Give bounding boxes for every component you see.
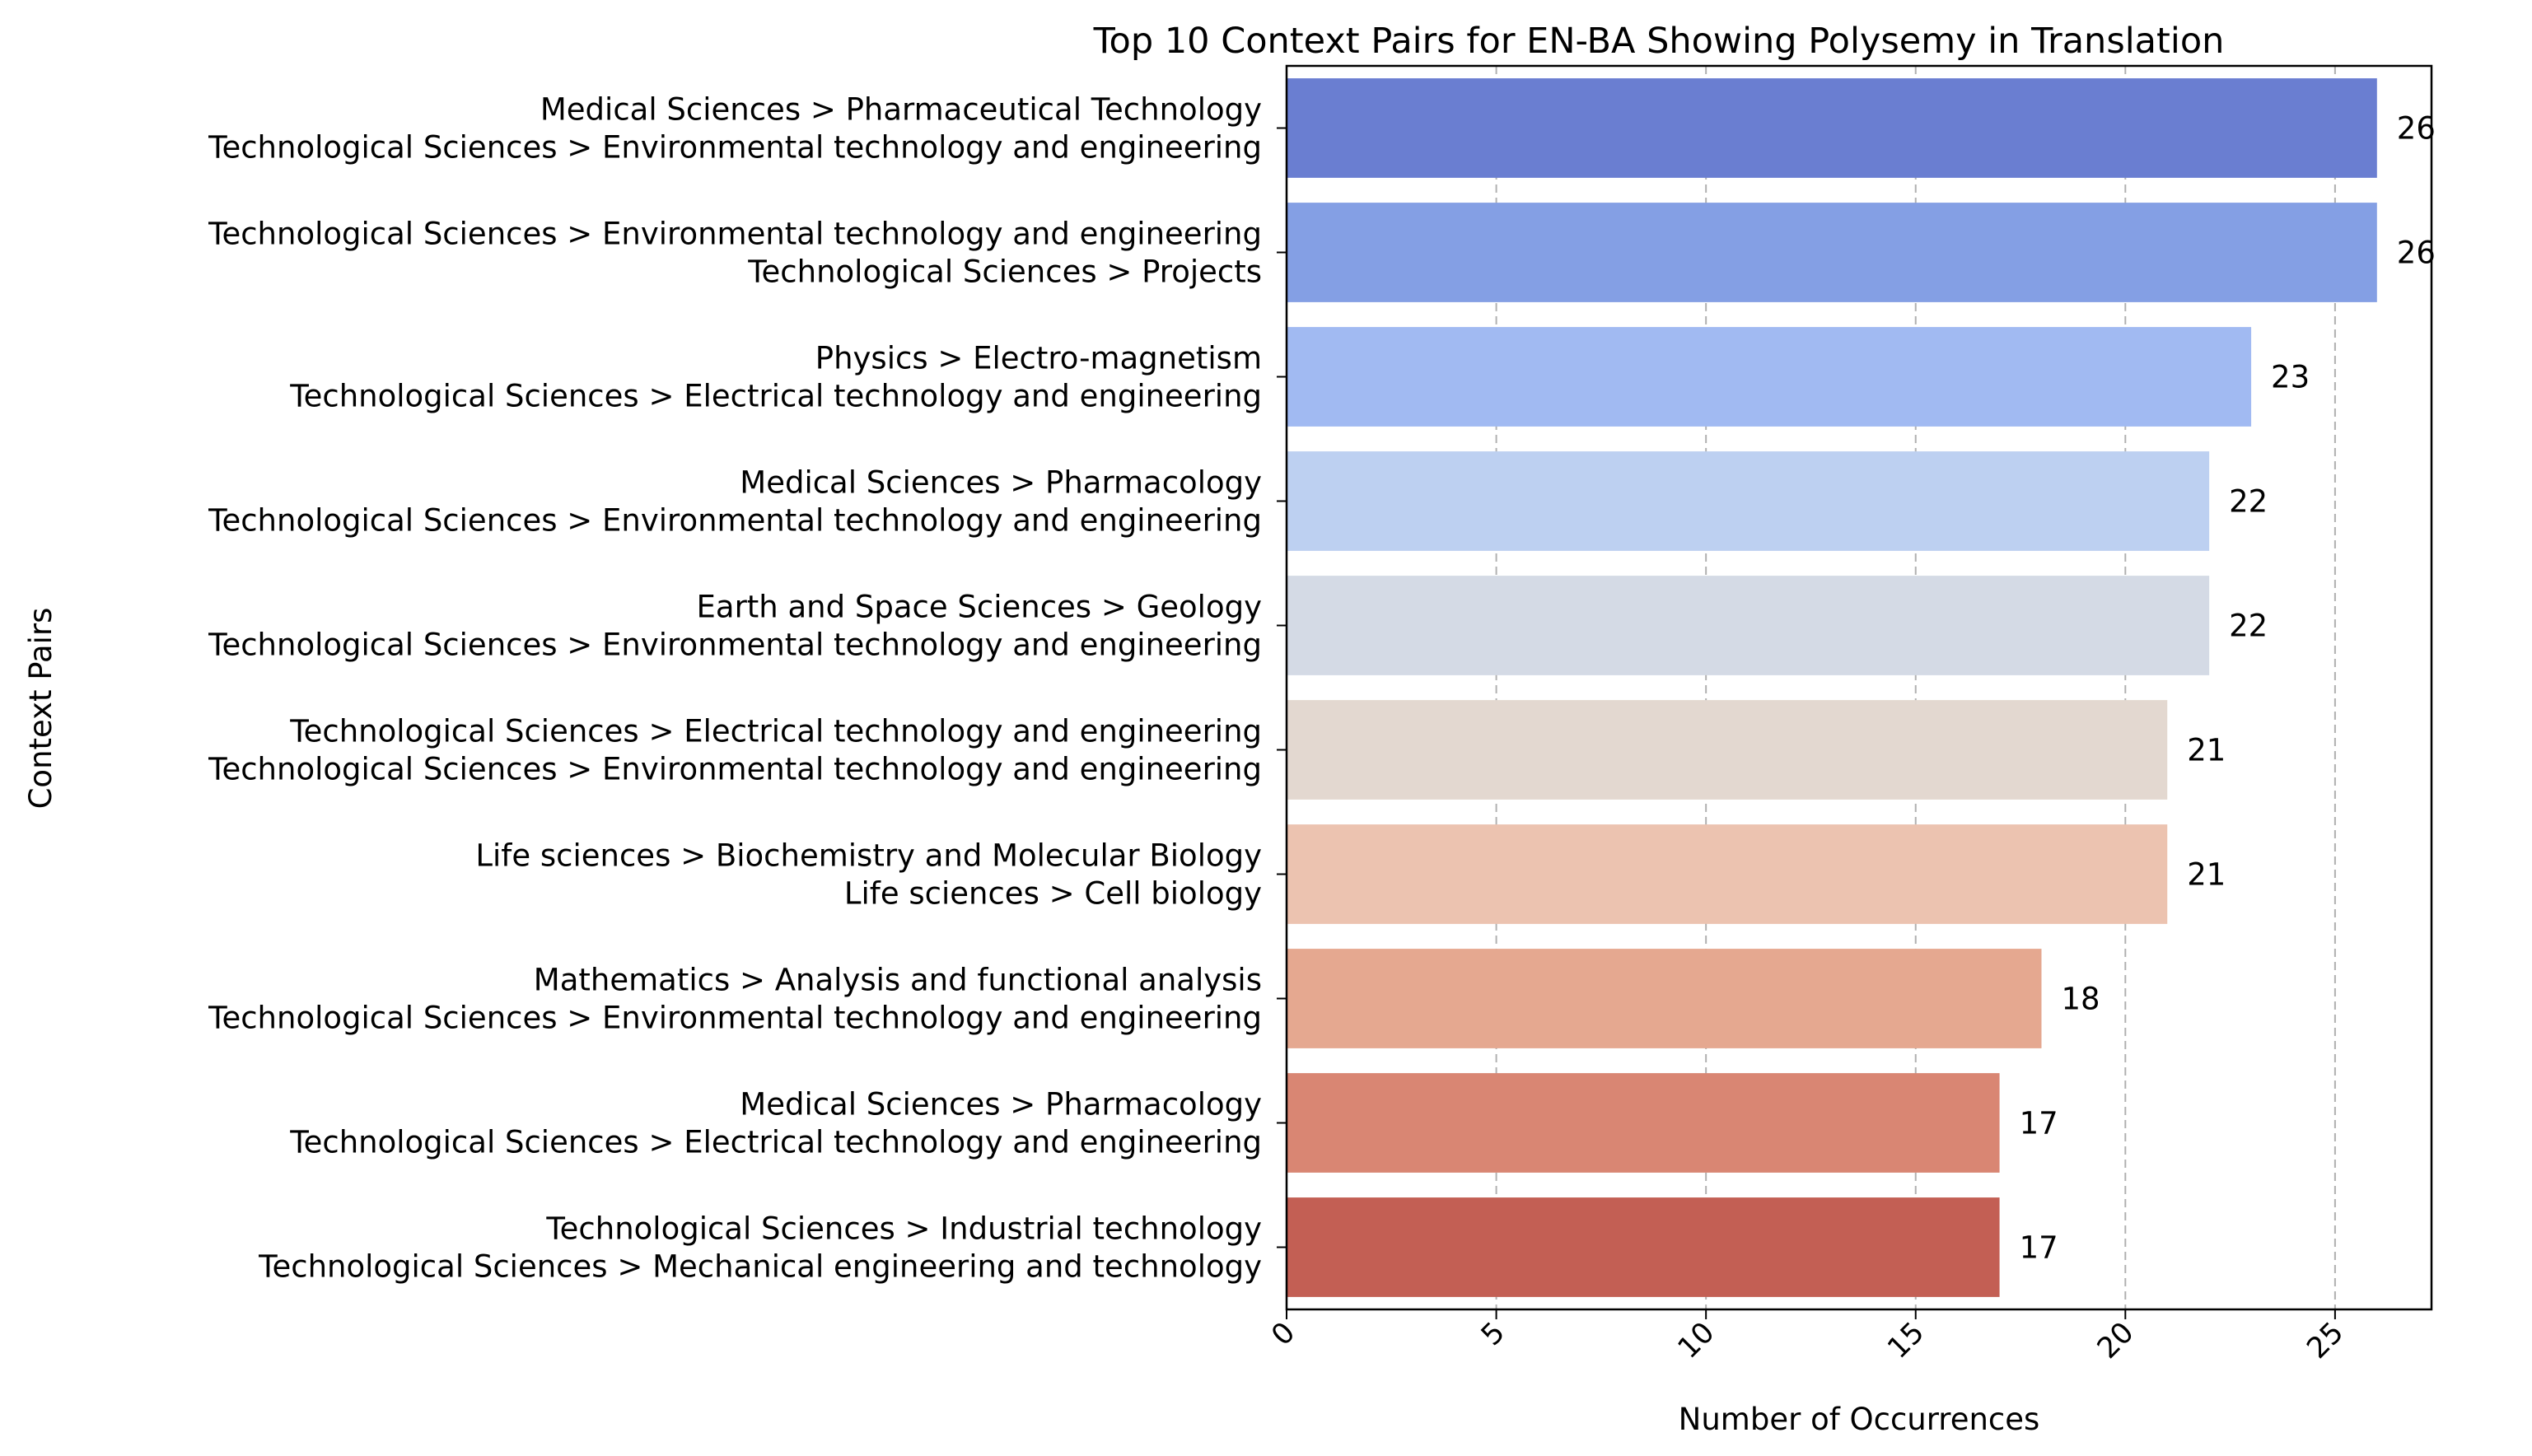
bar (1287, 1073, 2000, 1173)
y-tick-label: Medical Sciences > Pharmacology (740, 1087, 1262, 1122)
y-tick-label: Technological Sciences > Electrical tech… (289, 1125, 1262, 1160)
x-tick-label: 20 (2091, 1316, 2141, 1365)
x-tick-label: 15 (1881, 1316, 1931, 1365)
bar (1287, 949, 2042, 1048)
bar (1287, 824, 2168, 924)
bars (1287, 78, 2377, 1297)
y-tick-label: Technological Sciences > Electrical tech… (289, 379, 1262, 414)
y-tick-label: Technological Sciences > Projects (747, 254, 1262, 290)
y-tick-label: Technological Sciences > Electrical tech… (289, 714, 1262, 749)
value-label: 18 (2061, 982, 2100, 1017)
bar (1287, 78, 2377, 178)
y-tick-label: Technological Sciences > Environmental t… (208, 130, 1262, 166)
bar (1287, 576, 2210, 675)
x-axis-label: Number of Occurrences (1679, 1402, 2040, 1437)
y-tick-label: Life sciences > Biochemistry and Molecul… (475, 838, 1262, 874)
value-label: 26 (2397, 111, 2436, 147)
y-axis-label: Context Pairs (23, 608, 58, 810)
y-tick-label: Technological Sciences > Environmental t… (208, 503, 1262, 539)
y-tick-label: Technological Sciences > Environmental t… (208, 217, 1262, 252)
value-label: 23 (2271, 360, 2310, 395)
y-tick-label: Life sciences > Cell biology (844, 876, 1262, 912)
x-tick-label: 25 (2301, 1316, 2350, 1365)
value-label: 22 (2229, 609, 2268, 644)
value-label: 17 (2020, 1106, 2058, 1141)
y-tick-label: Technological Sciences > Environmental t… (208, 752, 1262, 787)
y-tick-label: Technological Sciences > Industrial tech… (545, 1211, 1262, 1247)
y-tick-label: Earth and Space Sciences > Geology (697, 590, 1262, 625)
x-tick-label: 5 (1475, 1316, 1511, 1352)
value-label: 21 (2187, 857, 2226, 893)
y-tick-label: Technological Sciences > Mechanical engi… (258, 1249, 1262, 1285)
x-tick-label: 10 (1672, 1316, 1721, 1365)
bar (1287, 327, 2252, 427)
y-tick-label: Mathematics > Analysis and functional an… (534, 963, 1262, 998)
y-tick-label: Technological Sciences > Environmental t… (208, 628, 1262, 663)
y-axis-ticks: Medical Sciences > Pharmaceutical Techno… (208, 92, 1287, 1285)
bar (1287, 700, 2168, 800)
plot-frame (1285, 64, 2433, 1311)
y-tick-label: Medical Sciences > Pharmacology (740, 465, 1262, 501)
x-tick-label: 0 (1265, 1316, 1301, 1352)
bar (1287, 203, 2377, 302)
value-label: 21 (2187, 733, 2226, 768)
value-label: 17 (2020, 1230, 2058, 1266)
y-tick-label: Medical Sciences > Pharmaceutical Techno… (540, 92, 1262, 128)
bar (1287, 1197, 2000, 1297)
bar (1287, 451, 2210, 551)
x-axis-ticks: 0 5 10 15 20 25 (1265, 1309, 2350, 1365)
chart-title: Top 10 Context Pairs for EN-BA Showing P… (1093, 21, 2225, 62)
value-label: 22 (2229, 484, 2268, 520)
y-tick-label: Technological Sciences > Environmental t… (208, 1001, 1262, 1036)
value-labels: 26 26 23 22 22 21 21 18 17 17 (2020, 111, 2436, 1266)
value-label: 26 (2397, 236, 2436, 271)
y-tick-label: Physics > Electro-magnetism (815, 341, 1262, 376)
